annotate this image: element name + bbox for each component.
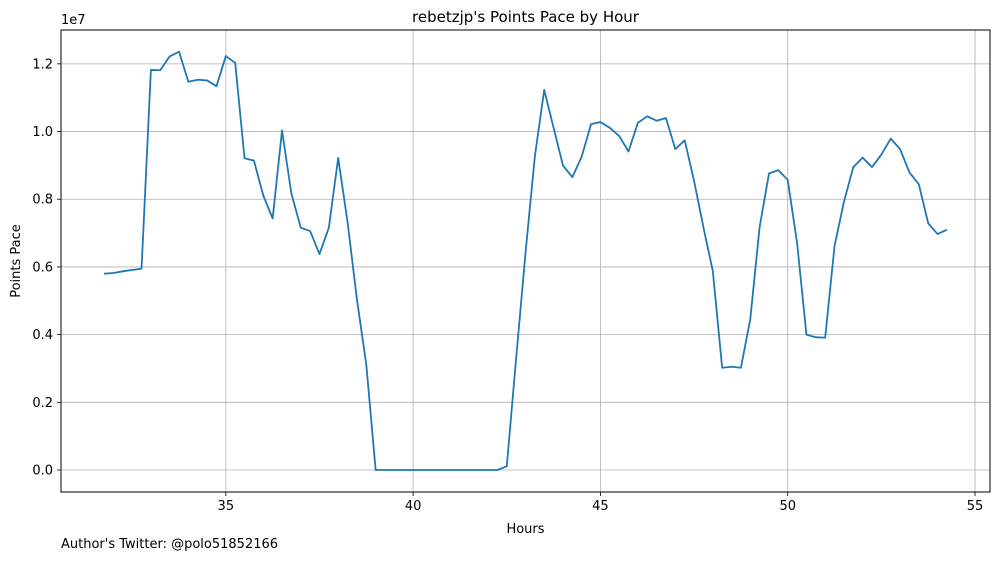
x-tick-label: 50 bbox=[779, 499, 796, 514]
y-tick-label: 0.2 bbox=[32, 396, 53, 411]
x-tick-label: 55 bbox=[967, 499, 984, 514]
y-tick-label: 0.0 bbox=[32, 464, 53, 479]
author-footer: Author's Twitter: @polo51852166 bbox=[61, 537, 279, 552]
y-tick-label: 0.8 bbox=[32, 193, 53, 208]
x-axis-label: Hours bbox=[506, 522, 544, 537]
y-axis-label: Points Pace bbox=[9, 224, 24, 298]
x-tick-label: 40 bbox=[405, 499, 422, 514]
y-axis-offset-label: 1e7 bbox=[61, 13, 86, 28]
y-tick-label: 0.4 bbox=[32, 328, 53, 343]
series-lines bbox=[104, 50, 948, 471]
x-tick-label: 35 bbox=[218, 499, 235, 514]
chart-title: rebetzjp's Points Pace by Hour bbox=[412, 8, 640, 26]
x-tick-label: 45 bbox=[592, 499, 609, 514]
y-tick-label: 1.2 bbox=[32, 57, 53, 72]
series-line bbox=[104, 50, 948, 471]
grid-lines bbox=[61, 30, 990, 492]
y-tick-label: 1.0 bbox=[32, 125, 53, 140]
plot-frame bbox=[60, 29, 991, 493]
y-tick-label: 0.6 bbox=[32, 260, 53, 275]
axis-ticks: 35 40 45 50 55 0.0 0.2 0.4 0.6 0.8 1.0 1.2 bbox=[32, 57, 983, 514]
